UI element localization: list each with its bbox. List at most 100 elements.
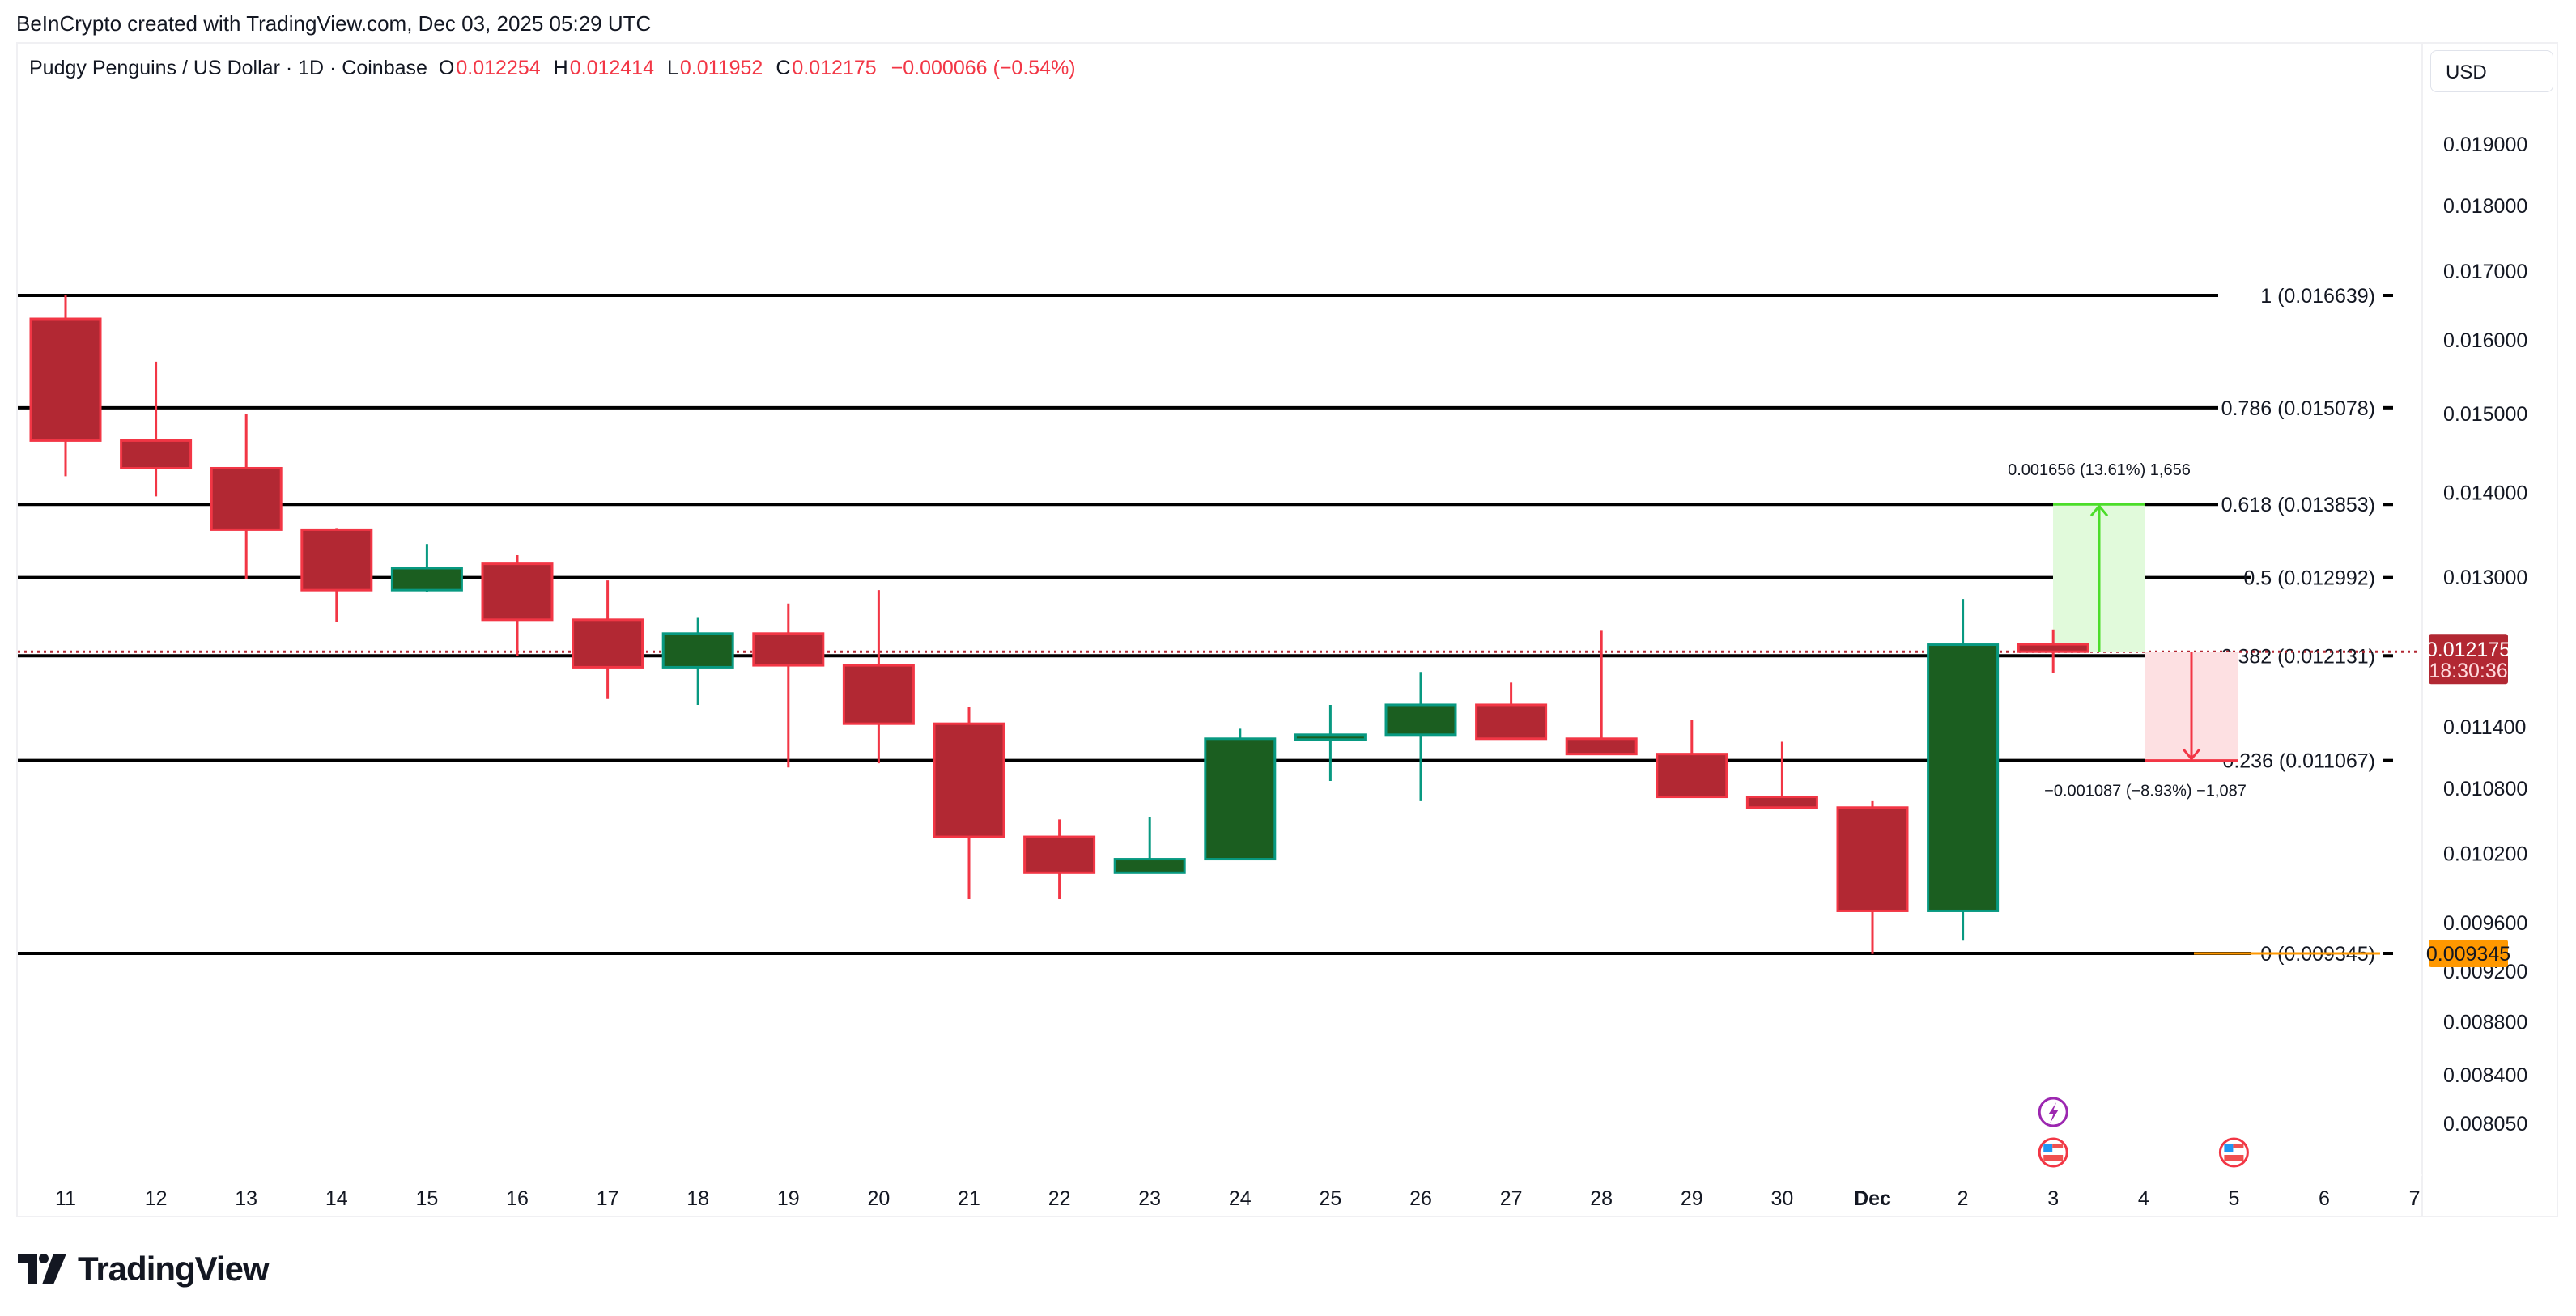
close-label: C — [776, 57, 791, 79]
candle-down[interactable] — [1656, 753, 1728, 799]
candle-up[interactable] — [1294, 733, 1367, 741]
candle-down[interactable] — [120, 439, 193, 469]
time-axis-label: 24 — [1229, 1187, 1252, 1210]
measure-down-label: −0.001087 (−8.93%) −1,087 — [2044, 783, 2247, 800]
candle-up[interactable] — [1113, 858, 1186, 874]
price-tick-label: 0.008050 — [2443, 1113, 2527, 1136]
flag-stripe-icon — [2052, 1144, 2064, 1148]
candle-down[interactable] — [29, 317, 102, 442]
candle-up[interactable] — [1204, 737, 1277, 861]
price-tick-label: 0.008800 — [2443, 1012, 2527, 1034]
price-tick-label: 0.011400 — [2443, 716, 2526, 739]
time-axis-label: 13 — [235, 1187, 257, 1210]
logo-text: TradingView — [78, 1250, 270, 1288]
flag-stripe-icon — [2043, 1155, 2064, 1161]
flag-canton-icon — [2224, 1144, 2234, 1152]
time-axis-label: 14 — [325, 1187, 348, 1210]
candle-up[interactable] — [1384, 703, 1457, 737]
price-tick-label: 0.016000 — [2443, 329, 2527, 352]
bar-countdown: 18:30:36 — [2429, 660, 2507, 682]
tradingview-logo-icon — [18, 1254, 66, 1284]
symbol-title[interactable]: Pudgy Penguins / US Dollar · 1D · Coinba… — [29, 57, 427, 79]
change-value: −0.000066 (−0.54%) — [891, 57, 1076, 79]
close-value: 0.012175 — [792, 57, 877, 79]
time-axis-label: 19 — [777, 1187, 800, 1210]
price-tick-label: 0.008400 — [2443, 1064, 2527, 1087]
candle-down[interactable] — [1475, 703, 1548, 741]
candle-down[interactable] — [1836, 806, 1909, 912]
candle-down[interactable] — [481, 562, 554, 622]
price-tick-label: 0.014000 — [2443, 482, 2527, 504]
fib-zero-badge — [2429, 940, 2508, 967]
candle-down[interactable] — [210, 466, 283, 531]
currency-button[interactable]: USD — [2430, 50, 2553, 92]
candle-up[interactable] — [390, 567, 463, 592]
time-axis-label: 27 — [1500, 1187, 1523, 1210]
candle-up[interactable] — [1927, 643, 2000, 912]
time-axis-label: 22 — [1048, 1187, 1071, 1210]
price-tick-label: 0.013000 — [2443, 567, 2527, 589]
price-tick-label: 0.009600 — [2443, 912, 2527, 935]
time-axis-label: 7 — [2409, 1187, 2421, 1210]
chart-credit: BeInCrypto created with TradingView.com,… — [16, 11, 652, 36]
fib-level-label: 0.236 (0.011067) — [2222, 750, 2375, 773]
low-value: 0.011952 — [679, 57, 763, 79]
last-price-value: 0.012175 — [2426, 639, 2510, 661]
candle-down[interactable] — [842, 664, 915, 725]
us-flag-event-icon[interactable] — [2218, 1137, 2249, 1168]
candle-down[interactable] — [572, 618, 644, 669]
fib-level-label: 0.618 (0.013853) — [2221, 494, 2375, 516]
us-flag-event-icon[interactable] — [2038, 1137, 2068, 1168]
symbol-legend: Pudgy Penguins / US Dollar · 1D · Coinba… — [29, 57, 1076, 80]
candle-down[interactable] — [752, 632, 825, 667]
flag-canton-icon — [2043, 1144, 2053, 1152]
time-axis-label: 30 — [1770, 1187, 1793, 1210]
time-axis-label: 18 — [687, 1187, 709, 1210]
time-axis-label: 12 — [145, 1187, 168, 1210]
arrow-down-head-icon — [2182, 748, 2201, 762]
fib-level-label: 0.5 (0.012992) — [2243, 567, 2375, 590]
time-axis-label: 6 — [2319, 1187, 2330, 1210]
candle-down[interactable] — [300, 528, 373, 592]
time-axis-label: 4 — [2138, 1187, 2149, 1210]
high-value: 0.012414 — [569, 57, 654, 79]
open-value: 0.012254 — [456, 57, 541, 79]
time-axis-label: 2 — [1958, 1187, 1969, 1210]
time-axis-label: 17 — [597, 1187, 619, 1210]
fib-level-label: 0.382 (0.012131) — [2221, 645, 2375, 668]
time-axis-label: 5 — [2228, 1187, 2239, 1210]
open-label: O — [438, 57, 455, 79]
candle-down[interactable] — [1565, 737, 1638, 756]
time-axis-label: 20 — [867, 1187, 890, 1210]
price-tick-label: 0.010200 — [2443, 843, 2527, 866]
candle-down[interactable] — [1023, 835, 1096, 874]
price-tick-label: 0.010800 — [2443, 778, 2527, 800]
price-tick-label: 0.018000 — [2443, 195, 2527, 218]
time-axis-label: 25 — [1319, 1187, 1341, 1210]
candle-down[interactable] — [1745, 796, 1818, 809]
measure-up-label: 0.001656 (13.61%) 1,656 — [2008, 461, 2191, 479]
time-axis-label: 11 — [55, 1187, 76, 1210]
fib-level-label: 1 (0.016639) — [2260, 285, 2375, 308]
time-axis-label: 26 — [1409, 1187, 1432, 1210]
candle-down[interactable] — [933, 722, 1005, 838]
price-tick-label: 0.017000 — [2443, 261, 2527, 283]
fib-level-label: 0.786 (0.015078) — [2221, 397, 2375, 420]
time-axis-label: 23 — [1138, 1187, 1161, 1210]
time-axis-label: 3 — [2047, 1187, 2059, 1210]
time-axis-label: 16 — [506, 1187, 529, 1210]
tradingview-logo[interactable]: TradingView — [18, 1250, 270, 1288]
low-label: L — [667, 57, 678, 79]
ohlc-values: O0.012254 H0.012414 L0.011952 C0.012175 … — [439, 57, 1076, 80]
time-axis-label: 15 — [415, 1187, 438, 1210]
candle-down[interactable] — [2017, 643, 2089, 653]
flag-stripe-icon — [2233, 1144, 2244, 1148]
lightning-glyph-icon — [2048, 1102, 2059, 1123]
time-axis-label: 21 — [958, 1187, 980, 1210]
last-price-badge — [2429, 634, 2508, 685]
high-label: H — [553, 57, 568, 79]
time-axis-label: Dec — [1854, 1187, 1891, 1210]
fib-zero-badge-value: 0.009345 — [2426, 943, 2510, 966]
candle-up[interactable] — [661, 632, 734, 669]
